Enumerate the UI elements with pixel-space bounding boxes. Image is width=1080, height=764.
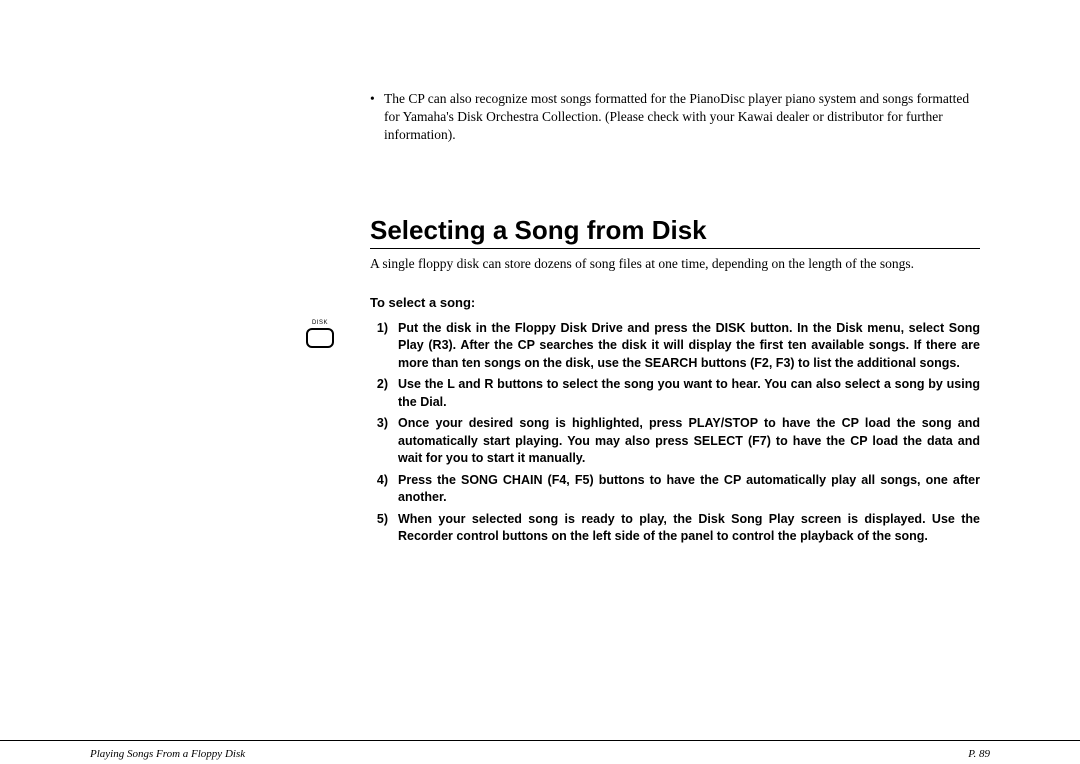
step-item: 1) Put the disk in the Floppy Disk Drive…: [370, 320, 980, 373]
page-body: • The CP can also recognize most songs f…: [370, 90, 980, 550]
footer-rule: [0, 740, 1080, 741]
bullet-mark: •: [370, 90, 384, 145]
step-number: 4): [370, 472, 398, 507]
step-item: 3) Once your desired song is highlighted…: [370, 415, 980, 468]
step-item: 4) Press the SONG CHAIN (F4, F5) buttons…: [370, 472, 980, 507]
sub-heading: To select a song:: [370, 295, 980, 310]
step-text: Use the L and R buttons to select the so…: [398, 376, 980, 411]
step-number: 2): [370, 376, 398, 411]
step-item: 2) Use the L and R buttons to select the…: [370, 376, 980, 411]
step-item: 5) When your selected song is ready to p…: [370, 511, 980, 546]
step-text: Put the disk in the Floppy Disk Drive an…: [398, 320, 980, 373]
footer-chapter: Playing Songs From a Floppy Disk: [90, 748, 245, 760]
step-text: Once your desired song is highlighted, p…: [398, 415, 980, 468]
intro-bullet: • The CP can also recognize most songs f…: [370, 90, 980, 145]
step-text: Press the SONG CHAIN (F4, F5) buttons to…: [398, 472, 980, 507]
step-number: 3): [370, 415, 398, 468]
step-number: 1): [370, 320, 398, 373]
step-number: 5): [370, 511, 398, 546]
page-footer: Playing Songs From a Floppy Disk P. 89: [90, 748, 990, 760]
steps-list: 1) Put the disk in the Floppy Disk Drive…: [370, 320, 980, 546]
disk-button-icon: [306, 328, 334, 348]
disk-icon-label: DISK: [300, 320, 340, 326]
section-heading: Selecting a Song from Disk: [370, 215, 980, 249]
step-text: When your selected song is ready to play…: [398, 511, 980, 546]
intro-bullet-text: The CP can also recognize most songs for…: [384, 90, 980, 145]
section-intro: A single floppy disk can store dozens of…: [370, 255, 980, 273]
disk-icon: DISK: [300, 320, 340, 348]
footer-page-number: P. 89: [968, 748, 990, 760]
